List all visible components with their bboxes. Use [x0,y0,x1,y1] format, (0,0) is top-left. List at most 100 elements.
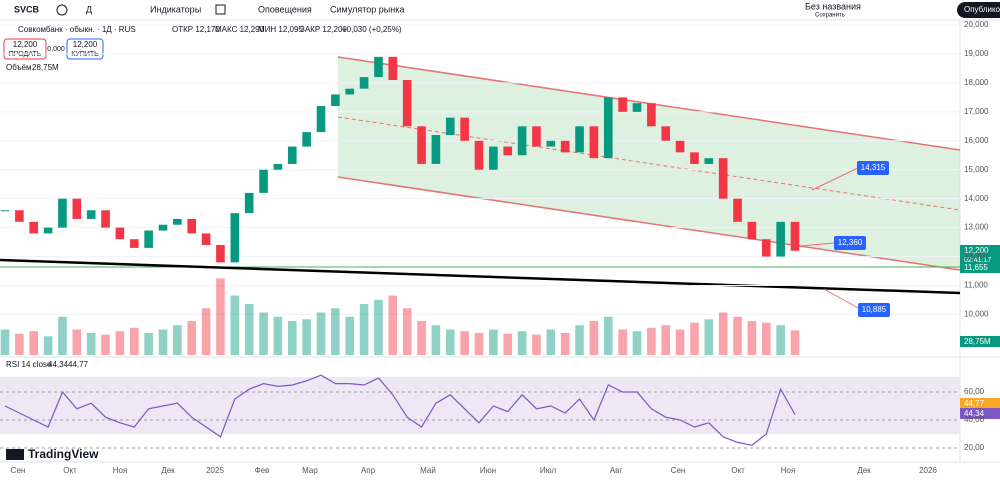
annotation: 12,360 [838,238,863,247]
legend-change: +0,030 (+0,25%) [342,25,402,34]
trend-line [0,258,961,295]
publish[interactable]: Опубликов [964,5,1000,14]
volume-bar [417,321,426,355]
save[interactable]: Сохранить [815,13,845,19]
volume-bar [647,327,656,355]
price-tick-label: 16,000 [964,136,989,145]
annotation-pointer [799,242,835,247]
legend-open: ОТКР 12,170 [172,25,220,34]
price-tick-label: 11,000 [964,281,988,290]
add-symbol[interactable] [56,4,68,16]
volume-bar [776,325,785,355]
candle [776,221,785,257]
time-label: Дек [857,466,871,475]
volume-bar [675,329,685,355]
rsi-ma-badge [960,398,1000,409]
candle [259,169,268,193]
interval[interactable]: Д [86,4,92,14]
candle [474,140,484,170]
candle [733,198,742,222]
publish-button[interactable] [957,2,1000,18]
time-label: Ноя [113,466,128,475]
candle [201,233,211,245]
rsi-band [0,377,960,434]
candle [129,239,139,248]
annotation-pointer [823,288,861,310]
templates[interactable] [215,4,226,15]
candle [532,126,541,147]
candle [618,97,627,112]
price-tick-label: 18,000 [964,78,989,87]
volume-bar [388,295,398,355]
candle [575,126,584,153]
last-price: 12,200 [964,246,989,255]
price-tick-label: 14,000 [964,194,989,203]
candle [359,77,369,89]
support-price: 11,655 [964,263,988,272]
volume-bar [230,295,240,355]
annotation-pointer [811,167,859,191]
volume-bar [244,304,254,355]
volume-bar [445,329,455,355]
candle [546,140,556,147]
simulator[interactable]: Симулятор рынка [330,4,404,14]
volume-bar [302,319,311,355]
candle [158,224,168,231]
candle [15,210,24,222]
candle [244,192,254,214]
annotation-box [834,236,866,250]
symbol[interactable]: SVCB [14,4,40,14]
candle [632,103,642,112]
rsi-last: 44,34 [964,409,985,418]
candle [747,221,757,240]
layout-name[interactable]: Без названия [805,1,861,11]
candle [72,198,82,219]
candle [431,135,441,164]
candle [761,239,771,257]
candle [0,210,10,212]
candle [445,117,455,135]
volume-bar [43,336,53,355]
volume-bar [560,332,570,355]
plot [0,24,960,449]
volume-bar [489,329,498,355]
annotation: 10,885 [862,305,887,314]
annotation-box [858,303,890,317]
candle [417,126,426,164]
time-label: Ноя [781,466,796,475]
channel-bottom [337,176,961,271]
time-label: 2026 [919,466,937,475]
candle [661,126,671,141]
volume-bar [173,325,182,355]
channel-fill [338,57,960,270]
candle [517,126,527,156]
price-tick-label: 17,000 [964,107,989,116]
candle [704,158,714,164]
volume-bar [129,327,139,355]
volume-bar [29,331,39,355]
volume-bar [331,308,340,355]
volume-bar [144,332,153,355]
indicators[interactable]: Индикаторы [150,4,201,14]
candle [489,146,498,170]
volume-bar [187,321,197,355]
buy-price: 12,200 [73,40,98,49]
volume-last: 28,75M [964,337,991,346]
volume-bar [201,308,211,355]
volume-bar [632,331,642,355]
candle [589,126,599,159]
candle [187,218,197,234]
annotation-box [857,161,889,175]
volume-bar [589,321,599,355]
rsi-value: 44,34 [48,360,69,369]
volume-bar [345,316,355,355]
legend-title: Совкомбанк · обыкн. · 1Д · RUS [18,25,136,34]
rsi-badge [960,408,1000,419]
time-label: Авг [610,466,623,475]
candle [331,94,340,107]
alerts[interactable]: Оповещения [258,4,312,14]
candle [86,210,96,219]
spread: 0,000 [47,46,65,53]
candle [690,152,699,164]
sell-price: 12,200 [13,40,38,49]
